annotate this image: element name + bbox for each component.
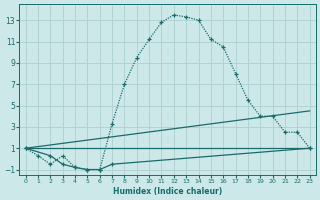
X-axis label: Humidex (Indice chaleur): Humidex (Indice chaleur) <box>113 187 222 196</box>
